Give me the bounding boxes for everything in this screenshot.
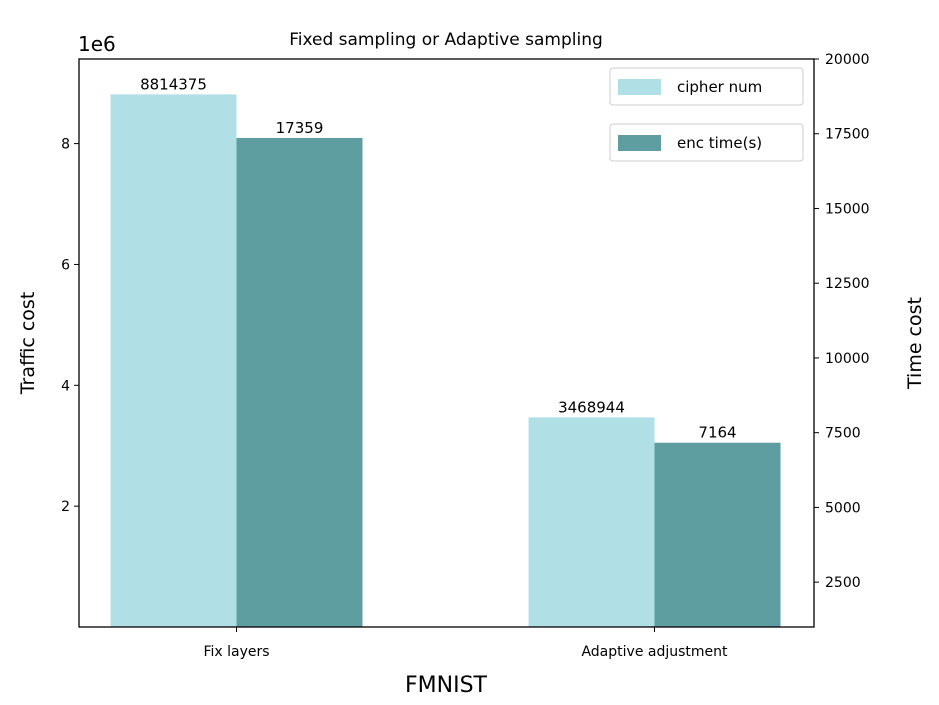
right-tick-label: 20000 — [825, 52, 870, 68]
legend-item-cipher-num: cipher num — [609, 67, 804, 106]
x-tick-label: Fix layers — [203, 644, 269, 660]
right-tick-label: 7500 — [825, 426, 861, 442]
data-label-enc-time-s: 17359 — [276, 119, 324, 137]
right-axis-title: Time cost — [904, 297, 926, 390]
legend-label-cipher-num: cipher num — [677, 78, 762, 96]
left-axis-offset-text: 1e6 — [78, 32, 116, 56]
left-tick-label: 6 — [61, 257, 70, 273]
x-axis-ticks: Fix layers Adaptive adjustment — [203, 627, 728, 660]
chart-title: Fixed sampling or Adaptive sampling — [289, 30, 603, 50]
x-axis-title: FMNIST — [405, 673, 488, 698]
legend: cipher num enc time(s) — [609, 67, 804, 162]
right-axis-ticks: 2500 5000 7500 10000 12500 15000 17500 20000 — [814, 52, 870, 591]
right-tick-label: 17500 — [825, 127, 870, 143]
right-tick-label: 10000 — [825, 351, 870, 367]
data-labels-layer: 8814375 3468944 17359 7164 — [140, 75, 737, 441]
legend-frame — [609, 123, 804, 162]
right-tick-label: 5000 — [825, 500, 861, 516]
legend-label-enc-time: enc time(s) — [677, 134, 762, 152]
legend-swatch-enc-time — [618, 135, 661, 151]
left-tick-label: 8 — [61, 137, 70, 153]
legend-item-enc-time: enc time(s) — [609, 123, 804, 162]
bar-cipher-num — [528, 417, 655, 627]
right-tick-label: 2500 — [825, 575, 861, 591]
bars-layer — [110, 94, 781, 627]
bar-enc-time-s — [654, 442, 781, 627]
left-tick-label: 2 — [61, 499, 70, 515]
x-tick-label: Adaptive adjustment — [581, 644, 728, 660]
data-label-cipher-num: 8814375 — [140, 75, 207, 93]
legend-swatch-cipher-num — [618, 79, 661, 95]
left-axis-ticks: 2 4 6 8 — [61, 137, 79, 515]
left-axis-title: Traffic cost — [17, 292, 39, 396]
bar-cipher-num — [110, 94, 237, 627]
right-tick-label: 15000 — [825, 201, 870, 217]
right-tick-label: 12500 — [825, 276, 870, 292]
plot-area-frame — [78, 58, 815, 628]
data-label-cipher-num: 3468944 — [558, 398, 625, 416]
data-label-enc-time-s: 7164 — [698, 424, 736, 442]
left-tick-label: 4 — [61, 378, 70, 394]
bar-enc-time-s — [236, 137, 363, 627]
legend-frame — [609, 67, 804, 106]
